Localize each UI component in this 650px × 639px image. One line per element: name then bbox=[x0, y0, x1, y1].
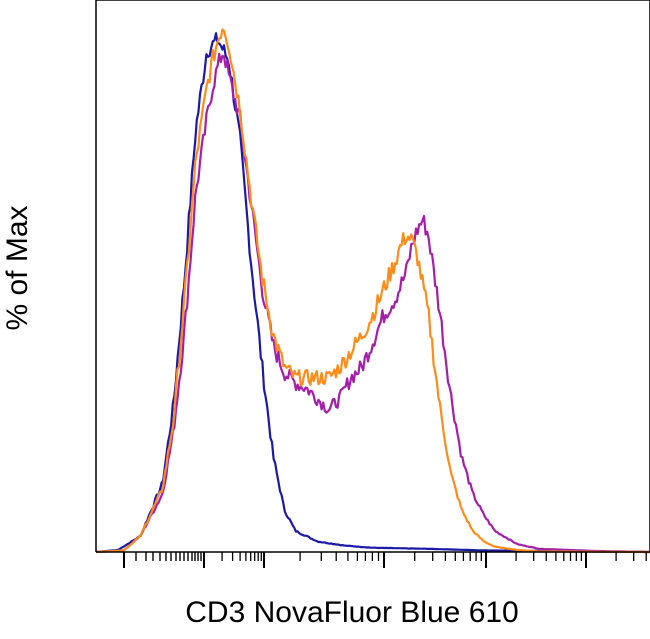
x-axis-label: CD3 NovaFluor Blue 610 bbox=[185, 596, 519, 629]
histogram-series-line-1 bbox=[95, 32, 650, 554]
histogram-series-line-2 bbox=[95, 52, 650, 554]
plot-frame bbox=[95, 0, 650, 552]
x-axis-ticks bbox=[123, 552, 647, 568]
histogram-series-line-3 bbox=[95, 28, 650, 554]
y-axis-label: % of Max bbox=[1, 205, 34, 331]
series-layer bbox=[95, 28, 650, 554]
